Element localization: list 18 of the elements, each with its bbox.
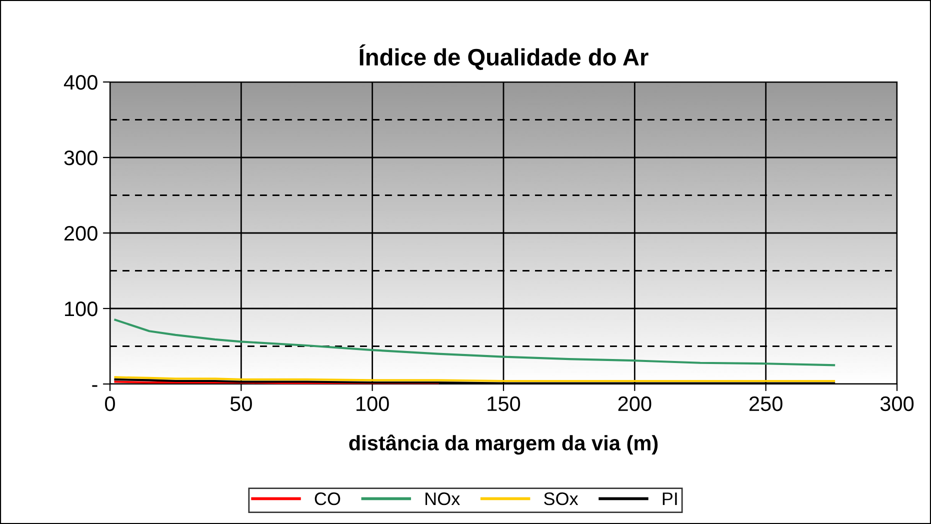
x-axis-title: distância da margem da via (m) (349, 434, 658, 455)
legend-label: PI (662, 492, 677, 505)
y-tick-label: - (92, 385, 98, 387)
legend-label: SOx (544, 492, 578, 506)
x-tick-label: 50 (230, 396, 252, 412)
y-tick-label: 400 (64, 75, 98, 90)
x-tick-label: 200 (618, 396, 652, 412)
y-tick-label: 100 (65, 302, 98, 316)
y-tick-label: 300 (64, 150, 98, 166)
x-tick-label: 300 (880, 396, 914, 412)
x-tick-label: 0 (105, 396, 115, 412)
x-tick-label: 150 (488, 396, 520, 412)
legend-label: NOx (426, 492, 460, 506)
x-tick-label: 250 (750, 396, 782, 412)
chart-title: Índice de Qualidade do Ar (360, 44, 648, 70)
legend-label: CO (314, 492, 340, 506)
x-tick-label: 100 (356, 396, 389, 412)
y-tick-label: 200 (64, 226, 98, 241)
